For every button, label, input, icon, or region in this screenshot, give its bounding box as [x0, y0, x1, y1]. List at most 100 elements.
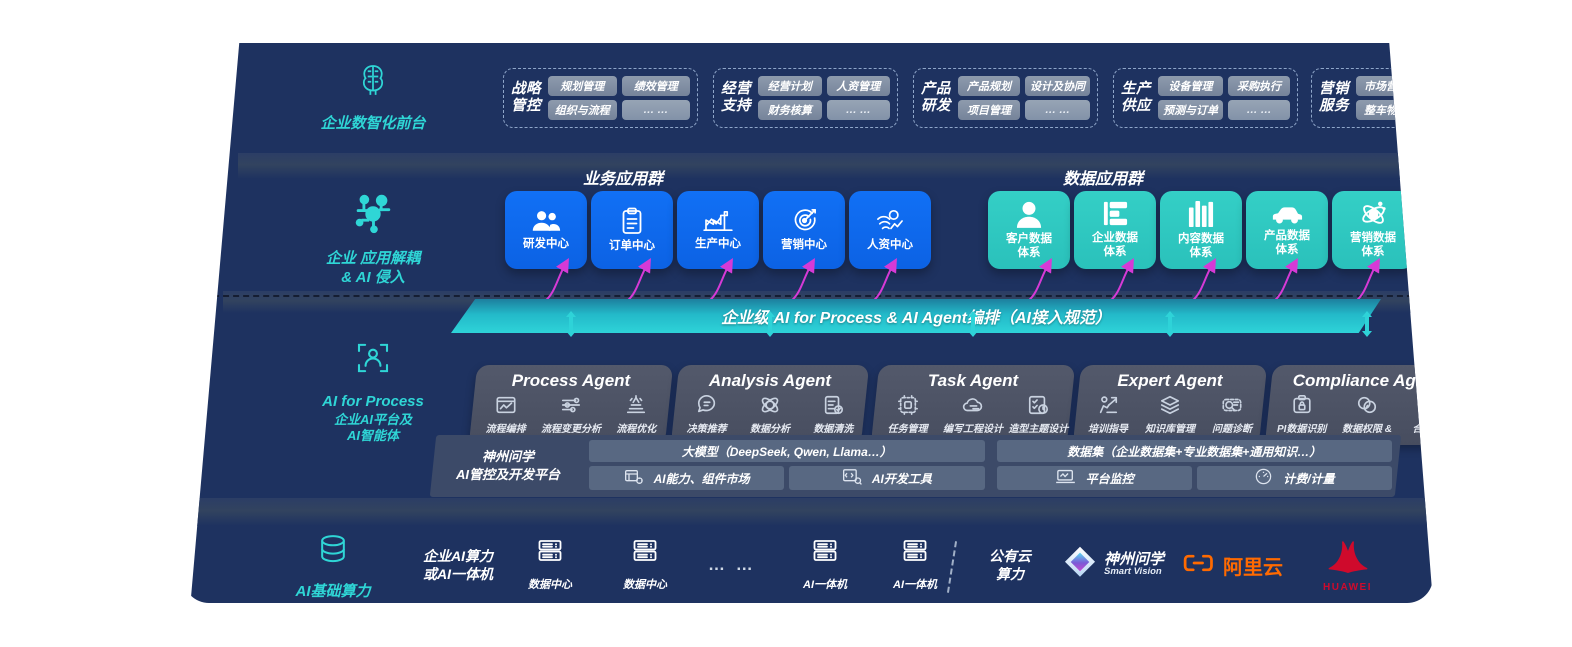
ai-platform-inner: 神州问学 AI管控及开发平台 大模型（DeepSeek, Qwen, Llama… [433, 435, 1398, 497]
vendor-smartvision: 神州问学 Smart Vision [1063, 545, 1164, 584]
domain-chip[interactable]: 市场营销 [1356, 76, 1416, 96]
domain-chip[interactable]: 组织与流程 [548, 100, 617, 120]
app-card-business-3[interactable]: 营销中心 [763, 191, 845, 269]
domain-chip[interactable]: 采购执行 [1228, 76, 1290, 96]
agent-link-arrow-2 [965, 311, 981, 337]
rail-label-aiprocess-2: 企业AI平台及 [333, 411, 412, 427]
domain-chip[interactable]: 财务核算 [758, 100, 822, 120]
agent-card-items: 任务管理 编写工程设计方案 造型主题设计 [875, 394, 1071, 447]
agent-item-label: 流程优化 [616, 424, 657, 435]
domain-group-3[interactable]: 生产 供应 设备管理 采购执行 预测与订单… … [1113, 68, 1298, 128]
diagnose-icon [1221, 394, 1243, 421]
platform-cell-market[interactable]: AI能力、组件市场 [589, 466, 785, 490]
platform-llm-row: 大模型（DeepSeek, Qwen, Llama…） [589, 440, 985, 462]
agent-card-items: 培训指导 知识库管理 问题诊断 [1077, 394, 1263, 445]
server-icon [812, 539, 838, 574]
platform-cell-devtool[interactable]: AI开发工具 [789, 466, 985, 490]
app-card-data-4[interactable]: 营销数据 体系 [1332, 191, 1414, 269]
agent-item[interactable]: 造型主题设计 [1006, 394, 1071, 447]
infra-item-4[interactable]: AI一体机 [893, 539, 937, 593]
agent-card-0[interactable]: Process Agent 流程编排 流程变更分析 流程优化 [468, 365, 674, 445]
domain-group-4[interactable]: 营销 服务 市场营销 客户关系 整车物流 … … [1311, 68, 1433, 128]
platform-right-column: 数据集（企业数据集+专业数据集+通用知识…） 平台监控 [991, 435, 1399, 497]
platform-dataset-row: 数据集（企业数据集+专业数据集+通用知识…） [996, 440, 1392, 462]
agent-item-label: 知识库管理 [1145, 424, 1195, 435]
agent-item[interactable]: 流程变更分析 [538, 394, 603, 445]
domain-chip[interactable]: 项目管理 [958, 100, 1020, 120]
agent-item[interactable]: 数据分析 [738, 394, 801, 445]
agent-item[interactable]: 合规预警 [1400, 394, 1433, 447]
infra-item-0[interactable]: 数据中心 [528, 539, 572, 593]
app-card-data-0[interactable]: 客户数据 体系 [988, 191, 1070, 269]
agent-card-inner: Task Agent 任务管理 编写工程设计方案 造型主题设计 [875, 365, 1071, 447]
agent-item[interactable]: 数据清洗 [802, 394, 865, 445]
agent-item[interactable]: 培训指导 [1077, 394, 1139, 445]
platform-cell-billing[interactable]: 计费/计量 [1196, 466, 1392, 490]
agent-card-1[interactable]: Analysis Agent 决策推荐 数据分析 数据清洗 [670, 365, 870, 445]
infra-item-label: 数据中心 [623, 579, 667, 591]
domain-chip[interactable]: … … [1025, 100, 1090, 120]
agent-card-items: 流程编排 流程变更分析 流程优化 [473, 394, 669, 445]
app-card-business-2[interactable]: 生产中心 [677, 191, 759, 269]
agent-item[interactable]: 决策推荐 [675, 394, 738, 445]
agent-card-3[interactable]: Expert Agent 培训指导 知识库管理 问题诊断 [1072, 365, 1268, 445]
app-card-business-1[interactable]: 订单中心 [591, 191, 673, 269]
domain-group-2[interactable]: 产品 研发 产品规划 设计及协同 项目管理… … [913, 68, 1098, 128]
domain-chip[interactable]: 经营计划 [758, 76, 822, 96]
rail-label-aiprocess-1: AI for Process [322, 393, 424, 410]
agent-item[interactable]: 数据权限 & 安全 [1334, 394, 1399, 447]
app-card-business-0[interactable]: 研发中心 [505, 191, 587, 269]
agent-item-label: 数据分析 [749, 424, 790, 435]
app-card-data-1[interactable]: 企业数据 体系 [1074, 191, 1156, 269]
devtool-icon [842, 468, 862, 488]
app-card-data-3[interactable]: 产品数据 体系 [1246, 191, 1328, 269]
agent-card-title: Analysis Agent [708, 371, 832, 390]
atom-icon [1360, 200, 1387, 227]
agent-item[interactable]: 任务管理 [875, 394, 940, 447]
app-card-business-4[interactable]: 人资中心 [849, 191, 931, 269]
agent-item[interactable]: 问题诊断 [1201, 394, 1263, 445]
infra-item-label: AI一体机 [893, 579, 937, 591]
pi-lock-icon [1291, 394, 1313, 421]
agent-item[interactable]: PI数据识别 [1269, 394, 1334, 447]
domain-chip[interactable]: … … [1228, 100, 1290, 120]
app-card-label: 生产中心 [695, 237, 741, 250]
domain-group-1[interactable]: 经营 支持 经营计划 人资管理 财务核算… … [713, 68, 898, 128]
brain-icon [293, 59, 453, 107]
infra-item-label: 数据中心 [528, 579, 572, 591]
permission-icon [1356, 394, 1378, 421]
domain-chip[interactable]: 预测与订单 [1158, 100, 1223, 120]
agent-card-title: Expert Agent [1117, 371, 1223, 390]
domain-group-0[interactable]: 战略 管控 规划管理 绩效管理 组织与流程… … [503, 68, 698, 128]
domain-chip[interactable]: 绩效管理 [621, 76, 690, 96]
infra-item-3[interactable]: AI一体机 [803, 539, 847, 593]
domain-group-chips-1: 经营计划 人资管理 财务核算… … [758, 76, 890, 120]
domain-chip[interactable]: 客户关系 [1421, 76, 1433, 96]
alert-box-icon [1421, 394, 1433, 421]
domain-chip[interactable]: 产品规划 [958, 76, 1020, 96]
agent-card-2[interactable]: Task Agent 任务管理 编写工程设计方案 造型主题设计 [870, 365, 1076, 447]
domain-chip[interactable]: … … [621, 100, 690, 120]
domain-chip[interactable]: 设计及协同 [1025, 76, 1090, 96]
domain-chip[interactable]: 整车物流 [1356, 100, 1416, 120]
domain-chip[interactable]: 设备管理 [1158, 76, 1223, 96]
app-card-data-2[interactable]: 内容数据 体系 [1160, 191, 1242, 269]
domain-chip[interactable]: 规划管理 [548, 76, 617, 96]
agent-item-label: PI数据识别 [1276, 424, 1327, 435]
app-card-label: 研发中心 [523, 237, 569, 250]
agent-card-items: 决策推荐 数据分析 数据清洗 [675, 394, 865, 445]
agent-item[interactable]: 流程编排 [473, 394, 538, 445]
domain-chip[interactable]: … … [826, 100, 890, 120]
cloud-doc-icon [962, 394, 984, 421]
agent-card-title: Task Agent [927, 371, 1019, 390]
platform-cell-monitor[interactable]: 平台监控 [996, 466, 1192, 490]
domain-group-title-1: 经营 支持 [721, 81, 751, 114]
agent-item[interactable]: 流程优化 [604, 394, 669, 445]
agent-item[interactable]: 知识库管理 [1139, 394, 1201, 445]
infra-item-1[interactable]: 数据中心 [623, 539, 667, 593]
agent-item[interactable]: 编写工程设计方案 [940, 394, 1005, 447]
domain-chip[interactable]: 人资管理 [826, 76, 890, 96]
domain-chip[interactable]: … … [1421, 100, 1433, 120]
platform-cell-devtool-label: AI开发工具 [871, 471, 932, 486]
